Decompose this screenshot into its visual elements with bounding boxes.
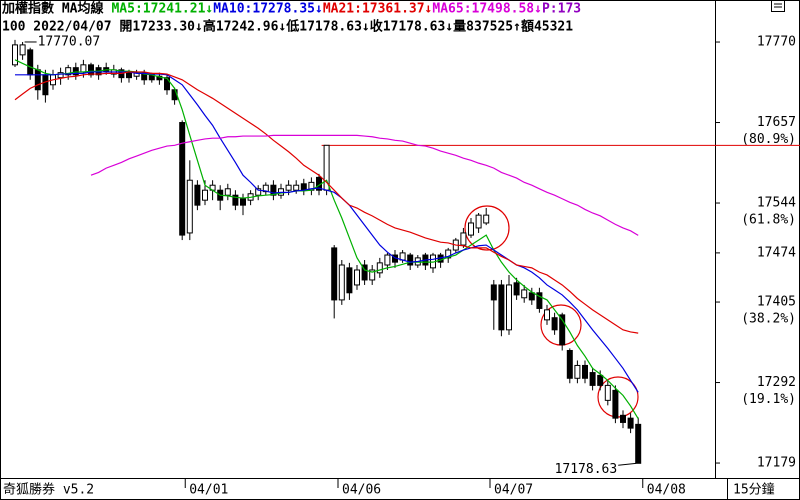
candle-body <box>80 64 87 73</box>
ma-line <box>14 59 639 420</box>
candle-body <box>559 314 566 346</box>
legend-tail: P:173 <box>542 2 581 17</box>
legend-entry: MA10:17278.35↓ <box>213 2 323 17</box>
candle-body <box>498 284 505 331</box>
candle-body <box>270 184 277 196</box>
candle-body <box>384 254 391 266</box>
candle-body <box>12 44 18 66</box>
candle-body <box>346 267 353 294</box>
candle-body <box>57 72 64 79</box>
footer-right: 15分鐘 <box>733 482 775 498</box>
candle-body <box>88 64 94 76</box>
candle-body <box>224 188 231 196</box>
candle-body <box>361 264 368 281</box>
candle-body <box>589 372 596 386</box>
fib-label: (19.1%) <box>741 392 796 407</box>
candle-body <box>566 349 573 379</box>
candle-body <box>300 183 307 191</box>
candle-body <box>202 189 208 201</box>
x-tick-label: 04/06 <box>342 483 381 498</box>
candle-body <box>354 269 360 286</box>
candle-body <box>483 214 490 224</box>
y-tick-label: 17474 <box>757 245 796 260</box>
candle-body <box>460 232 467 246</box>
candle-body <box>620 414 626 423</box>
candle-body <box>164 77 170 91</box>
x-tick-label: 04/01 <box>189 483 228 498</box>
legend-entry: MA5:17241.21↓ <box>111 2 213 17</box>
candle-body <box>369 269 376 281</box>
candle-body <box>179 122 186 236</box>
candle-body <box>232 194 239 206</box>
y-tick-label: 17657 <box>757 115 796 130</box>
candle-body <box>597 374 604 386</box>
y-tick-label: 17405 <box>757 295 796 310</box>
y-tick-label: 17179 <box>757 456 796 471</box>
legend-entry: MA21:17361.37↓ <box>323 2 433 17</box>
candle-body <box>376 262 383 274</box>
candle-body <box>285 184 292 191</box>
y-tick-label: 17544 <box>757 196 796 211</box>
x-tick-label: 04/08 <box>647 483 686 498</box>
candle-body <box>42 74 49 96</box>
fib-label: (61.8%) <box>741 213 796 228</box>
candle-body <box>133 72 140 77</box>
candle-body <box>240 198 246 206</box>
ma-line <box>14 71 639 334</box>
candle-body <box>255 188 262 196</box>
candle-body <box>612 389 619 419</box>
candle-body <box>536 292 543 309</box>
candle-body <box>490 284 497 301</box>
candle-body <box>293 184 300 191</box>
candle-body <box>407 254 414 266</box>
chart-title: 加權指數 MA均線 <box>1 1 104 17</box>
candle-body <box>331 247 338 301</box>
candle-body <box>604 384 611 401</box>
candle-body <box>468 222 474 236</box>
candle-body <box>528 292 535 301</box>
candle-body <box>194 184 201 206</box>
min-pointer <box>618 462 637 466</box>
candle-body <box>338 264 345 301</box>
y-tick-label: 17770 <box>757 35 796 50</box>
candle-body <box>521 289 528 299</box>
candle-body <box>34 69 41 91</box>
candle-body <box>574 364 581 379</box>
candle-body <box>544 309 550 321</box>
candle-body <box>262 184 269 193</box>
fib-label: (80.9%) <box>741 132 796 147</box>
window-icon[interactable] <box>771 0 785 12</box>
y-tick-label: 17292 <box>757 375 796 390</box>
candle-body <box>65 67 72 76</box>
candle-body <box>627 417 634 429</box>
legend-entry: MA65:17498.58↓ <box>432 2 542 17</box>
min-label: 17178.63 <box>555 462 618 477</box>
candle-body <box>186 179 193 234</box>
highlight-circle <box>464 205 510 251</box>
info-line: 100 2022/04/07 開17233.30↓高17242.96↓低1717… <box>2 19 573 35</box>
candle-body <box>635 423 642 464</box>
fib-label: (38.2%) <box>741 312 796 327</box>
candle-body <box>141 72 148 81</box>
candle-body <box>72 67 79 76</box>
candle-body <box>475 214 482 229</box>
candle-body <box>19 44 26 56</box>
candle-body <box>27 49 34 76</box>
candle-body <box>445 249 452 259</box>
x-tick-label: 04/07 <box>494 483 533 498</box>
candle-body <box>506 284 512 331</box>
max-label: 17770.07 <box>38 34 101 49</box>
candle-body <box>551 317 558 331</box>
ma-line <box>90 134 639 236</box>
candle-body <box>126 72 132 79</box>
footer-left: 奇狐勝券 v5.2 <box>3 482 94 498</box>
candle-body <box>582 364 588 379</box>
candle-body <box>513 282 520 296</box>
ma-line <box>15 71 639 393</box>
